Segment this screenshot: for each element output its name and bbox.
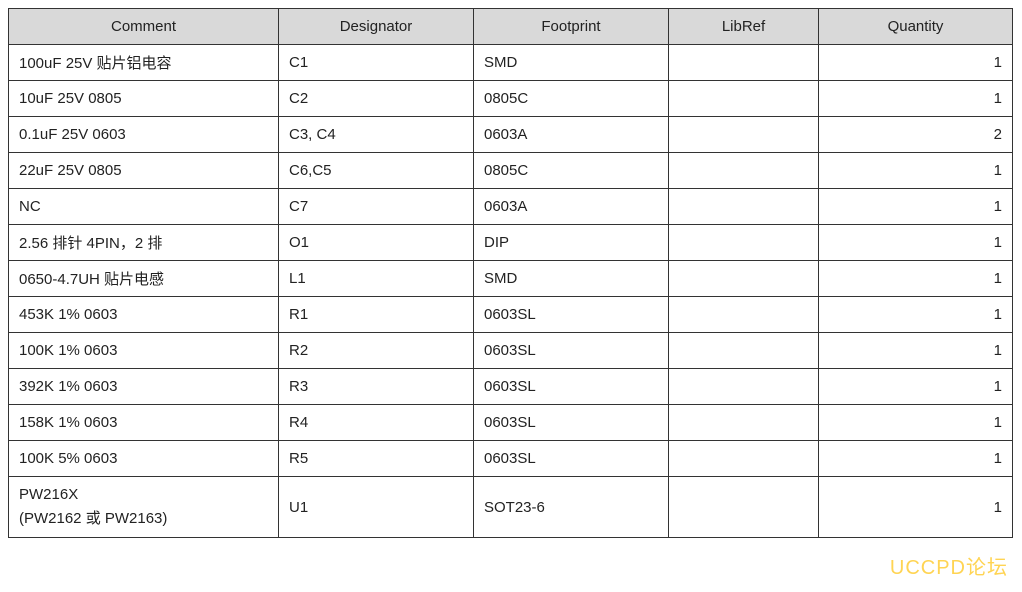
col-header-comment: Comment bbox=[9, 9, 279, 45]
cell-quantity: 1 bbox=[819, 405, 1013, 441]
cell-comment: 100uF 25V 贴片铝电容 bbox=[9, 45, 279, 81]
cell-footprint: 0603SL bbox=[474, 405, 669, 441]
cell-libref bbox=[669, 477, 819, 538]
cell-comment: PW216X(PW2162 或 PW2163) bbox=[9, 477, 279, 538]
cell-comment: 2.56 排针 4PIN，2 排 bbox=[9, 225, 279, 261]
table-row: 100K 5% 0603R50603SL 1 bbox=[9, 441, 1013, 477]
cell-quantity: 1 bbox=[819, 441, 1013, 477]
cell-comment: 0650-4.7UH 贴片电感 bbox=[9, 261, 279, 297]
cell-footprint: SMD bbox=[474, 261, 669, 297]
cell-designator: O1 bbox=[279, 225, 474, 261]
cell-designator: U1 bbox=[279, 477, 474, 538]
cell-comment: 158K 1% 0603 bbox=[9, 405, 279, 441]
cell-libref bbox=[669, 189, 819, 225]
cell-comment: 0.1uF 25V 0603 bbox=[9, 117, 279, 153]
cell-comment: NC bbox=[9, 189, 279, 225]
col-header-footprint: Footprint bbox=[474, 9, 669, 45]
cell-quantity: 1 bbox=[819, 261, 1013, 297]
cell-designator: C2 bbox=[279, 81, 474, 117]
cell-footprint: 0603A bbox=[474, 117, 669, 153]
cell-designator: C7 bbox=[279, 189, 474, 225]
col-header-quantity: Quantity bbox=[819, 9, 1013, 45]
cell-libref bbox=[669, 153, 819, 189]
col-header-designator: Designator bbox=[279, 9, 474, 45]
cell-designator: R2 bbox=[279, 333, 474, 369]
cell-footprint: 0603SL bbox=[474, 441, 669, 477]
cell-designator: L1 bbox=[279, 261, 474, 297]
col-header-libref: LibRef bbox=[669, 9, 819, 45]
watermark-text: UCCPD论坛 bbox=[890, 551, 1008, 580]
cell-quantity: 1 bbox=[819, 297, 1013, 333]
cell-comment: 453K 1% 0603 bbox=[9, 297, 279, 333]
cell-designator: C3, C4 bbox=[279, 117, 474, 153]
table-row: NCC70603A 1 bbox=[9, 189, 1013, 225]
table-body: 100uF 25V 贴片铝电容C1SMD110uF 25V 0805C20805… bbox=[9, 45, 1013, 538]
cell-footprint: 0805C bbox=[474, 81, 669, 117]
cell-libref bbox=[669, 261, 819, 297]
cell-libref bbox=[669, 225, 819, 261]
cell-footprint: 0603SL bbox=[474, 297, 669, 333]
table-row: 100K 1% 0603R20603SL 1 bbox=[9, 333, 1013, 369]
cell-footprint: 0805C bbox=[474, 153, 669, 189]
cell-quantity: 2 bbox=[819, 117, 1013, 153]
cell-libref bbox=[669, 369, 819, 405]
cell-libref bbox=[669, 441, 819, 477]
cell-libref bbox=[669, 81, 819, 117]
cell-libref bbox=[669, 297, 819, 333]
table-row: 158K 1% 0603R40603SL 1 bbox=[9, 405, 1013, 441]
table-row: 100uF 25V 贴片铝电容C1SMD 1 bbox=[9, 45, 1013, 81]
cell-comment: 100K 1% 0603 bbox=[9, 333, 279, 369]
cell-libref bbox=[669, 405, 819, 441]
cell-quantity: 1 bbox=[819, 153, 1013, 189]
table-row: 10uF 25V 0805C20805C 1 bbox=[9, 81, 1013, 117]
cell-quantity: 1 bbox=[819, 81, 1013, 117]
table-row: 392K 1% 0603R30603SL 1 bbox=[9, 369, 1013, 405]
table-row: 2.56 排针 4PIN，2 排O1DIP 1 bbox=[9, 225, 1013, 261]
cell-footprint: 0603A bbox=[474, 189, 669, 225]
cell-quantity: 1 bbox=[819, 189, 1013, 225]
cell-designator: R4 bbox=[279, 405, 474, 441]
table-row: 0.1uF 25V 0603C3, C40603A 2 bbox=[9, 117, 1013, 153]
cell-footprint: DIP bbox=[474, 225, 669, 261]
table-row: 22uF 25V 0805C6,C50805C 1 bbox=[9, 153, 1013, 189]
cell-designator: C6,C5 bbox=[279, 153, 474, 189]
table-row: PW216X(PW2162 或 PW2163)U1SOT23-6 1 bbox=[9, 477, 1013, 538]
table-row: 0650-4.7UH 贴片电感L1SMD 1 bbox=[9, 261, 1013, 297]
cell-footprint: SMD bbox=[474, 45, 669, 81]
cell-footprint: SOT23-6 bbox=[474, 477, 669, 538]
cell-libref bbox=[669, 117, 819, 153]
cell-comment: 22uF 25V 0805 bbox=[9, 153, 279, 189]
cell-libref bbox=[669, 45, 819, 81]
table-row: 453K 1% 0603R10603SL 1 bbox=[9, 297, 1013, 333]
table-header-row: Comment Designator Footprint LibRef Quan… bbox=[9, 9, 1013, 45]
cell-comment: 392K 1% 0603 bbox=[9, 369, 279, 405]
cell-comment: 100K 5% 0603 bbox=[9, 441, 279, 477]
cell-designator: C1 bbox=[279, 45, 474, 81]
cell-quantity: 1 bbox=[819, 333, 1013, 369]
cell-comment: 10uF 25V 0805 bbox=[9, 81, 279, 117]
cell-designator: R5 bbox=[279, 441, 474, 477]
cell-designator: R3 bbox=[279, 369, 474, 405]
cell-footprint: 0603SL bbox=[474, 369, 669, 405]
cell-quantity: 1 bbox=[819, 369, 1013, 405]
cell-quantity: 1 bbox=[819, 477, 1013, 538]
cell-designator: R1 bbox=[279, 297, 474, 333]
cell-libref bbox=[669, 333, 819, 369]
cell-quantity: 1 bbox=[819, 225, 1013, 261]
cell-footprint: 0603SL bbox=[474, 333, 669, 369]
cell-quantity: 1 bbox=[819, 45, 1013, 81]
bom-table: Comment Designator Footprint LibRef Quan… bbox=[8, 8, 1013, 538]
